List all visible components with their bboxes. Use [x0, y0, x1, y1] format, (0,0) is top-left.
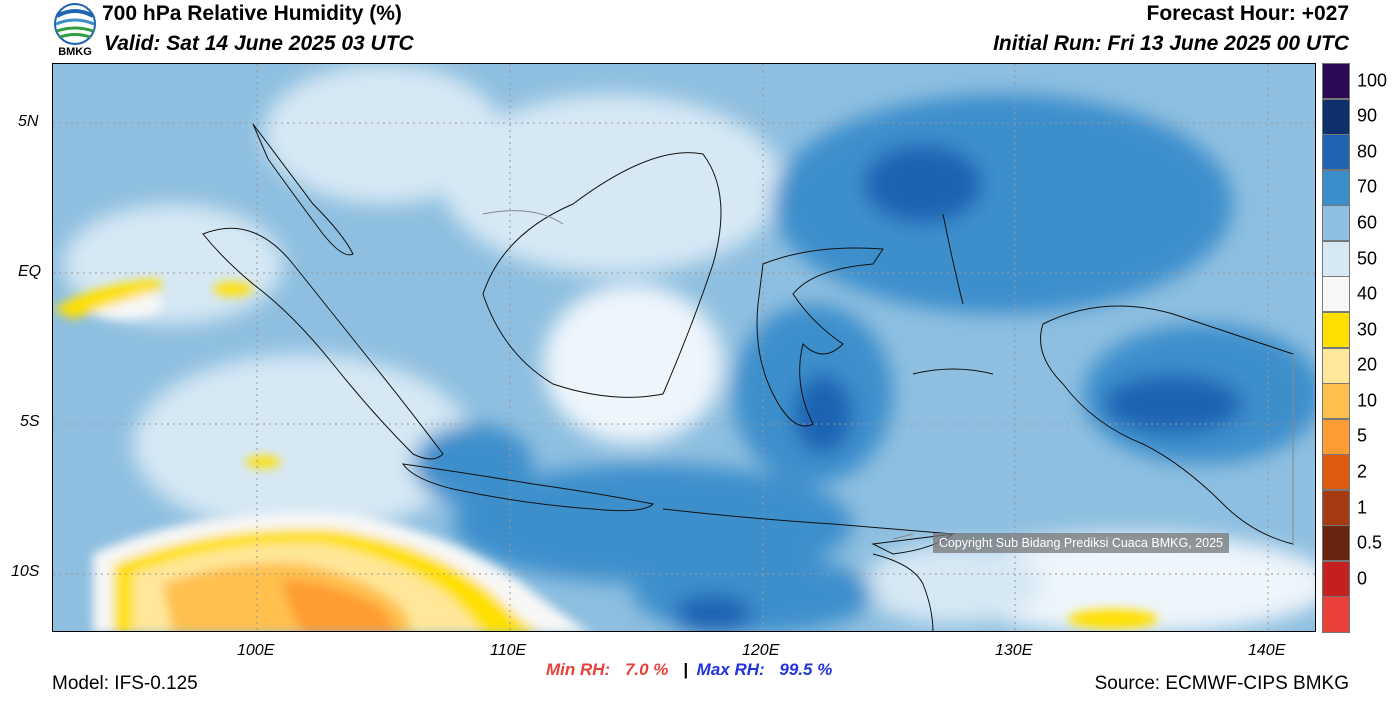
forecast-hour: Forecast Hour: +027	[1146, 2, 1350, 25]
colorbar-segment	[1322, 383, 1350, 420]
colorbar-tick-label: 20	[1357, 354, 1378, 375]
colorbar-segment	[1322, 98, 1350, 135]
colorbar-segment	[1322, 525, 1350, 562]
initial-run: Initial Run: Fri 13 June 2025 00 UTC	[993, 32, 1349, 55]
map-gridlines	[53, 64, 1315, 631]
colorbar	[1322, 63, 1350, 633]
colorbar-segment	[1322, 311, 1350, 348]
min-rh-label: Min RH:	[546, 660, 611, 679]
colorbar-segment	[1322, 489, 1350, 526]
colorbar-tick-label: 90	[1357, 105, 1378, 126]
copyright-notice: Copyright Sub Bidang Prediksi Cuaca BMKG…	[932, 533, 1229, 553]
colorbar-tick-label: 70	[1357, 176, 1378, 197]
borders	[482, 210, 1294, 544]
lat-label-5n: 5N	[18, 113, 39, 130]
colorbar-segment	[1322, 276, 1350, 313]
colorbar-segment	[1322, 134, 1350, 171]
valid-time: Valid: Sat 14 June 2025 03 UTC	[104, 32, 414, 55]
colorbar-segment	[1322, 418, 1350, 455]
source-info: Source: ECMWF-CIPS BMKG	[1094, 673, 1349, 694]
bmkg-logo: BMKG	[52, 2, 98, 62]
colorbar-segment	[1322, 63, 1350, 100]
colorbar-segment	[1322, 560, 1350, 597]
colorbar-tick-label: 0	[1357, 568, 1368, 589]
colorbar-tick-label: 80	[1357, 141, 1378, 162]
colorbar-tick-label: 0.5	[1357, 532, 1383, 553]
colorbar-tick-label: 1	[1357, 497, 1368, 518]
model-info: Model: IFS-0.125	[52, 673, 198, 694]
lat-label-5s: 5S	[20, 413, 40, 430]
max-rh-label: Max RH:	[696, 660, 765, 679]
lon-label-120e: 120E	[742, 642, 780, 659]
stats-separator: |	[683, 660, 688, 679]
lon-label-100e: 100E	[237, 642, 275, 659]
colorbar-tick-label: 10	[1357, 390, 1378, 411]
lon-label-140e: 140E	[1248, 642, 1286, 659]
colorbar-segment	[1322, 454, 1350, 491]
colorbar-segment	[1322, 347, 1350, 384]
colorbar-tick-label: 100	[1357, 70, 1388, 91]
humidity-map: Copyright Sub Bidang Prediksi Cuaca BMKG…	[52, 63, 1316, 632]
colorbar-tick-label: 5	[1357, 425, 1368, 446]
colorbar-tick-label: 50	[1357, 248, 1378, 269]
coastlines	[202, 123, 1294, 631]
colorbar-tick-label: 40	[1357, 283, 1378, 304]
lon-label-130e: 130E	[995, 642, 1033, 659]
logo-text: BMKG	[58, 46, 92, 58]
colorbar-segment	[1322, 596, 1350, 633]
colorbar-segment	[1322, 205, 1350, 242]
lon-label-110e: 110E	[490, 642, 527, 659]
colorbar-segment	[1322, 169, 1350, 206]
min-rh-value: 7.0 %	[624, 660, 669, 679]
chart-title: 700 hPa Relative Humidity (%)	[102, 2, 402, 25]
colorbar-tick-label: 60	[1357, 212, 1378, 233]
lat-label-10s: 10S	[11, 563, 40, 580]
colorbar-tick-label: 30	[1357, 319, 1378, 340]
colorbar-segment	[1322, 240, 1350, 277]
rh-extremes: Min RH: 7.0 % | Max RH: 99.5 %	[546, 660, 832, 680]
colorbar-tick-label: 2	[1357, 461, 1368, 482]
max-rh-value: 99.5 %	[779, 660, 833, 679]
lat-label-eq: EQ	[18, 263, 42, 280]
